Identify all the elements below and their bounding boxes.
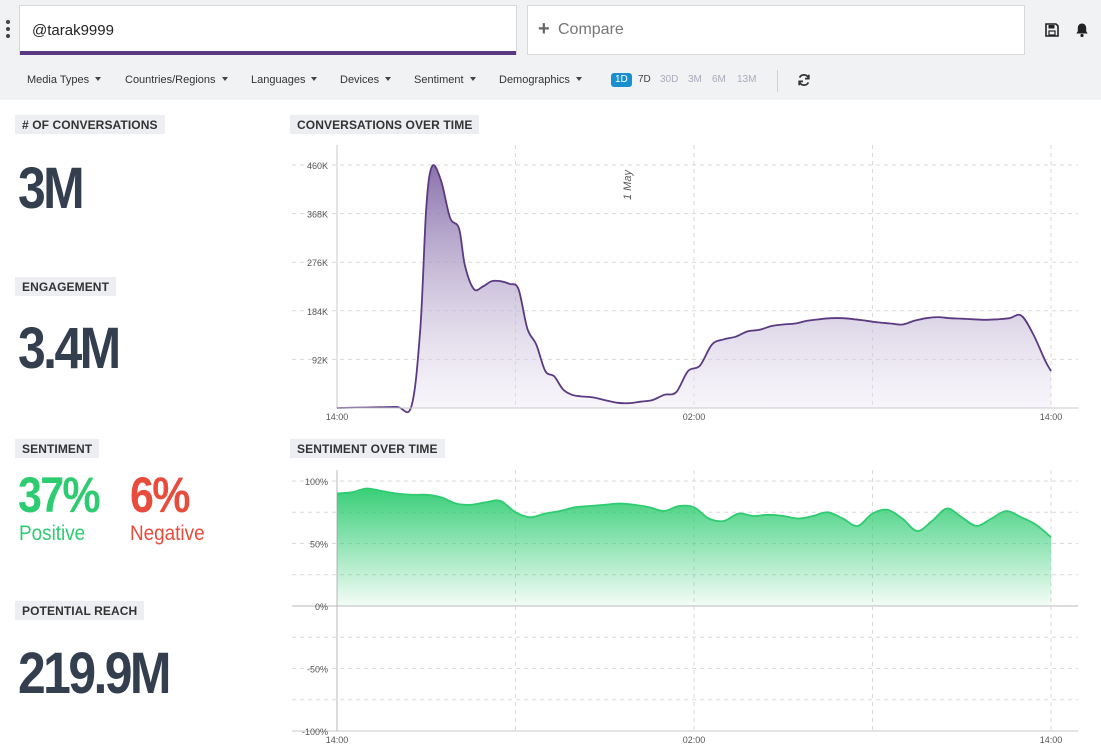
conversations-chart: 92K 184K 276K 368K 460K 14:00 02:00 14:00 1 Ma… xyxy=(292,145,1078,422)
range-3m[interactable]: 3M xyxy=(688,74,702,85)
y-tick-label: 460K xyxy=(307,161,328,171)
filter-media-types[interactable]: Media Types xyxy=(27,74,102,86)
engagement-label: ENGAGEMENT xyxy=(15,277,117,296)
y-tick-label: 92K xyxy=(312,355,328,365)
x-tick-label: 14:00 xyxy=(1040,735,1063,745)
range-6m[interactable]: 6M xyxy=(712,74,726,85)
sentiment-area xyxy=(337,488,1051,606)
y-tick-label: 100% xyxy=(305,477,328,487)
search-active-underline xyxy=(20,51,516,55)
y-tick-label: 276K xyxy=(307,258,328,268)
range-7d[interactable]: 7D xyxy=(638,74,651,85)
y-tick-label: 0% xyxy=(315,602,328,612)
reach-label: POTENTIAL REACH xyxy=(15,601,145,620)
filter-countries-regions[interactable]: Countries/Regions xyxy=(125,74,228,86)
conversations-chart-title: CONVERSATIONS OVER TIME xyxy=(290,115,480,134)
caret-down-icon xyxy=(575,77,582,81)
date-annotation: 1 May xyxy=(622,169,634,200)
x-tick-label: 02:00 xyxy=(683,412,706,422)
positive-sentiment-label: Positive xyxy=(19,522,86,545)
x-tick-label: 14:00 xyxy=(326,412,349,422)
dashboard-panel xyxy=(0,100,1101,752)
save-icon[interactable] xyxy=(1044,22,1060,38)
caret-down-icon xyxy=(221,77,228,81)
compare-label: Compare xyxy=(558,21,624,38)
sentiment-line xyxy=(336,487,1052,538)
negative-sentiment-value: 6% xyxy=(130,467,190,523)
caret-down-icon xyxy=(469,77,476,81)
sentiment-chart: 100% 50% 0% -50% -100% 14:00 02:00 14:00 xyxy=(292,470,1078,745)
y-tick-label: 50% xyxy=(310,540,328,550)
compare-box[interactable]: + Compare xyxy=(527,5,1025,55)
range-1d[interactable]: 1D xyxy=(611,73,632,87)
divider xyxy=(777,70,778,92)
filter-sentiment[interactable]: Sentiment xyxy=(414,74,476,86)
caret-down-icon xyxy=(385,77,392,81)
y-tick-label: -100% xyxy=(302,727,328,737)
conversations-label: # OF CONVERSATIONS xyxy=(15,115,165,134)
positive-sentiment-value: 37% xyxy=(18,467,101,523)
engagement-value: 3.4M xyxy=(18,316,121,381)
x-tick-label: 02:00 xyxy=(683,735,706,745)
sentiment-chart-title: SENTIMENT OVER TIME xyxy=(290,439,445,458)
range-13m[interactable]: 13M xyxy=(737,74,757,85)
filter-devices[interactable]: Devices xyxy=(340,74,392,86)
top-bar: + Compare xyxy=(0,0,1101,62)
sentiment-label: SENTIMENT xyxy=(15,439,100,458)
bell-icon[interactable] xyxy=(1074,22,1090,38)
y-tick-label: 184K xyxy=(307,307,328,317)
caret-down-icon xyxy=(95,77,102,81)
conversations-line xyxy=(336,164,1052,414)
y-tick-label: -50% xyxy=(307,665,328,675)
conversations-area xyxy=(337,165,1051,413)
y-tick-label: 368K xyxy=(307,210,328,220)
reach-value: 219.9M xyxy=(18,641,171,706)
filter-bar: Media Types Countries/Regions Languages … xyxy=(0,62,1101,100)
refresh-icon[interactable] xyxy=(797,73,811,87)
search-box[interactable] xyxy=(19,5,517,55)
plus-icon: + xyxy=(538,18,550,40)
filter-languages[interactable]: Languages xyxy=(251,74,318,86)
range-30d[interactable]: 30D xyxy=(660,74,679,85)
x-tick-label: 14:00 xyxy=(326,735,349,745)
filter-demographics[interactable]: Demographics xyxy=(499,74,582,86)
kebab-menu-icon[interactable] xyxy=(4,20,12,42)
negative-sentiment-label: Negative xyxy=(130,522,205,545)
conversations-value: 3M xyxy=(18,156,85,221)
caret-down-icon xyxy=(311,77,318,81)
x-tick-label: 14:00 xyxy=(1040,412,1063,422)
search-input[interactable] xyxy=(32,18,502,42)
